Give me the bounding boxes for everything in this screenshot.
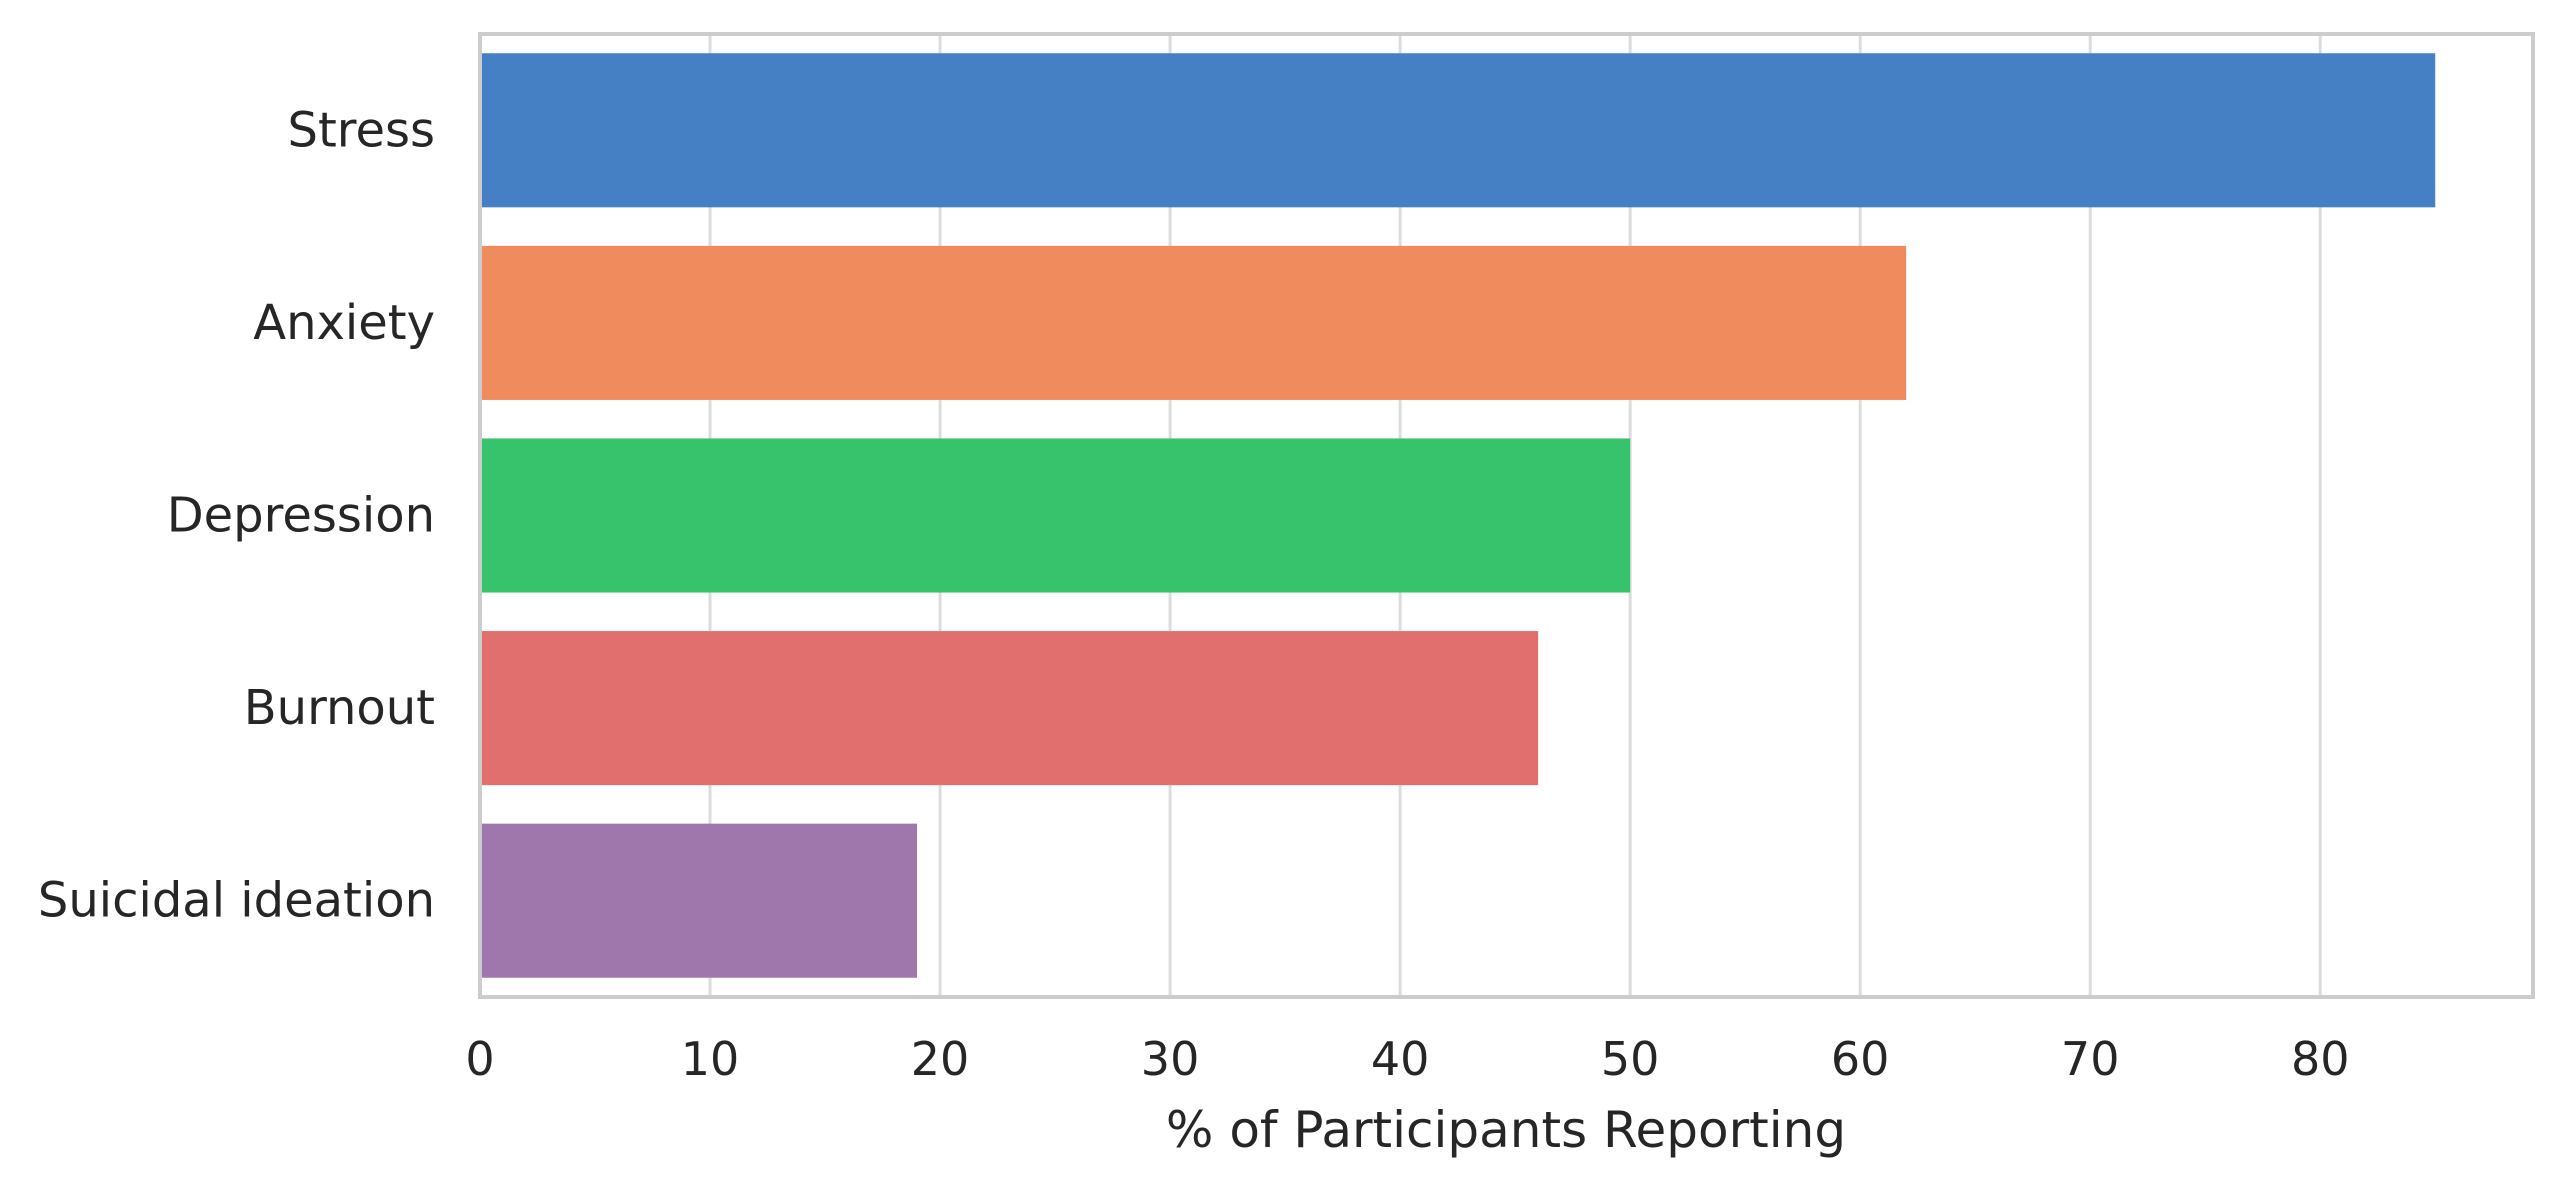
x-tick-label-2: 20 (911, 1032, 970, 1086)
x-tick-label-1: 10 (681, 1032, 740, 1086)
x-tick-label-7: 70 (2061, 1032, 2120, 1086)
bar-burnout (480, 631, 1539, 786)
y-tick-label-4: Suicidal ideation (38, 873, 435, 929)
x-tick-label-6: 60 (1831, 1032, 1890, 1086)
y-tick-label-1: Anxiety (253, 295, 435, 351)
plot-frame (478, 32, 2535, 999)
bar-anxiety (480, 245, 1907, 400)
x-tick-label-4: 40 (1371, 1032, 1430, 1086)
y-tick-label-0: Stress (287, 102, 435, 158)
y-tick-labels: Stress Anxiety Depression Burnout Suicidal i… (38, 102, 435, 928)
y-tick-label-3: Burnout (244, 680, 435, 736)
bars (480, 53, 2436, 978)
bar-suicidal-ideation (480, 823, 918, 978)
x-axis-label: % of Participants Reporting (1166, 1101, 1846, 1159)
x-tick-label-3: 30 (1141, 1032, 1200, 1086)
x-tick-label-0: 0 (465, 1032, 494, 1086)
x-tick-label-5: 50 (1601, 1032, 1660, 1086)
bar-depression (480, 438, 1631, 593)
x-tick-label-8: 80 (2291, 1032, 2350, 1086)
y-tick-label-2: Depression (167, 488, 435, 544)
bar-stress (480, 53, 2436, 208)
x-tick-labels: 0 10 20 30 40 50 60 70 80 (465, 1032, 2349, 1086)
